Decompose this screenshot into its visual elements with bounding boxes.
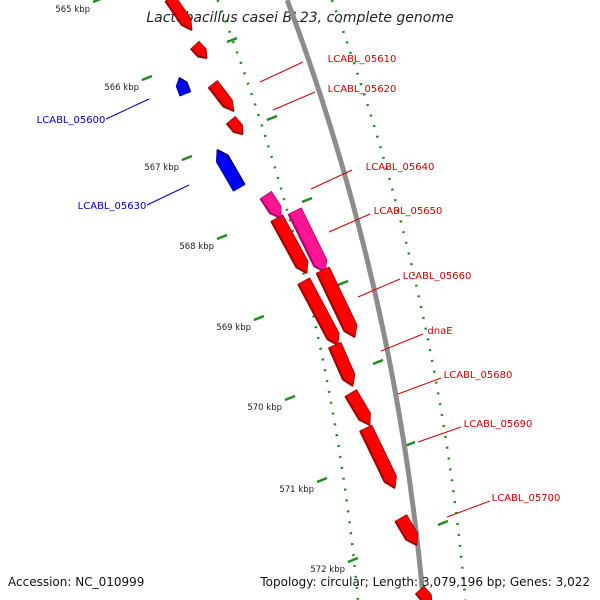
tick-mark xyxy=(92,0,102,4)
map-title: Lactobacillus casei BL23, complete genom… xyxy=(146,10,454,26)
gene-arrow-partial-bottom[interactable] xyxy=(414,585,433,600)
gene-label-lcabl_05680: LCABL_05680 xyxy=(444,370,513,381)
gene-arrow-lcabl_05700[interactable] xyxy=(394,514,418,546)
tick-label: 565 kbp xyxy=(55,5,90,15)
gene-arrow-lcabl_05660[interactable] xyxy=(287,207,328,273)
tick-label: 572 kbp xyxy=(310,565,345,575)
gene-arrow-dnae[interactable] xyxy=(315,266,358,338)
gene-arrow-lcabl_05640[interactable] xyxy=(225,115,244,136)
gene-arrow-lcabl_05630[interactable] xyxy=(215,149,246,192)
backbone-layer xyxy=(284,0,426,600)
tick-mark xyxy=(337,279,349,287)
tick-mark xyxy=(301,196,313,204)
gene-label-lcabl_05650: LCABL_05650 xyxy=(374,206,443,217)
tick-mark xyxy=(253,314,265,322)
genes-layer xyxy=(164,0,433,600)
gene-label-lcabl_05700: LCABL_05700 xyxy=(492,493,561,504)
ticks-layer: 565 kbp 566 kbp 567 kbp 568 kbp 569 kbp 570 k… xyxy=(55,0,467,600)
tick-label: 567 kbp xyxy=(144,163,179,173)
tick-mark xyxy=(141,74,153,82)
tick-label: 571 kbp xyxy=(279,485,314,495)
gene-arrow-lcabl_05680[interactable] xyxy=(328,341,356,387)
tick-label: 566 kbp xyxy=(104,83,139,93)
tick-mark xyxy=(347,556,359,564)
gene-arrow-unlabeled-2[interactable] xyxy=(297,277,340,346)
tick-mark xyxy=(437,519,449,527)
tick-label: 570 kbp xyxy=(247,403,282,413)
tick-label: 568 kbp xyxy=(179,242,214,252)
leader-line xyxy=(272,91,316,111)
gene-label-lcabl_05640: LCABL_05640 xyxy=(366,162,435,173)
leader-line xyxy=(357,278,401,298)
leader-line xyxy=(105,98,150,120)
leader-line xyxy=(259,61,304,83)
genome-backbone xyxy=(284,0,426,600)
gene-arrow-lcabl_05620[interactable] xyxy=(207,80,235,113)
gene-label-lcabl_05660: LCABL_05660 xyxy=(403,271,472,282)
tick-mark xyxy=(181,154,193,162)
leader-line xyxy=(380,333,424,352)
leader-line xyxy=(417,426,462,443)
gene-label-lcabl_05620: LCABL_05620 xyxy=(328,84,397,95)
gene-arrow-lcabl_05610[interactable] xyxy=(190,40,208,60)
gene-arrow-lcabl_05650[interactable] xyxy=(259,190,282,220)
accession-text: Accession: NC_010999 xyxy=(8,575,145,589)
tick-mark xyxy=(284,394,296,402)
leader-line xyxy=(328,213,371,233)
tick-mark xyxy=(226,36,238,44)
gene-label-dnae: dnaE xyxy=(427,326,452,337)
gene-label-lcabl_05690: LCABL_05690 xyxy=(464,419,533,430)
gene-arrow-partial-top[interactable] xyxy=(164,0,193,31)
gene-arrow-lcabl_05690[interactable] xyxy=(344,389,371,426)
tick-mark xyxy=(316,476,328,484)
gene-label-lcabl_05630: LCABL_05630 xyxy=(78,201,147,212)
gene-arrow-unlabeled-3[interactable] xyxy=(359,424,397,489)
labels-layer: LCABL_05610 LCABL_05620 LCABL_05640 LCABL_0… xyxy=(37,54,561,518)
leader-line xyxy=(397,377,442,395)
gene-arrow-lcabl_05600[interactable] xyxy=(175,77,192,97)
gene-label-lcabl_05610: LCABL_05610 xyxy=(328,54,397,65)
genome-summary: Topology: circular; Length: 3,079,196 bp… xyxy=(260,575,590,589)
leader-line xyxy=(146,184,190,206)
tick-label: 569 kbp xyxy=(216,323,251,333)
outer-tick-ring xyxy=(330,0,467,600)
tick-mark xyxy=(266,114,278,122)
leader-line xyxy=(446,500,491,518)
tick-mark xyxy=(372,358,384,366)
gene-label-lcabl_05600: LCABL_05600 xyxy=(37,115,106,126)
leader-line xyxy=(310,169,353,190)
tick-mark xyxy=(216,233,228,241)
